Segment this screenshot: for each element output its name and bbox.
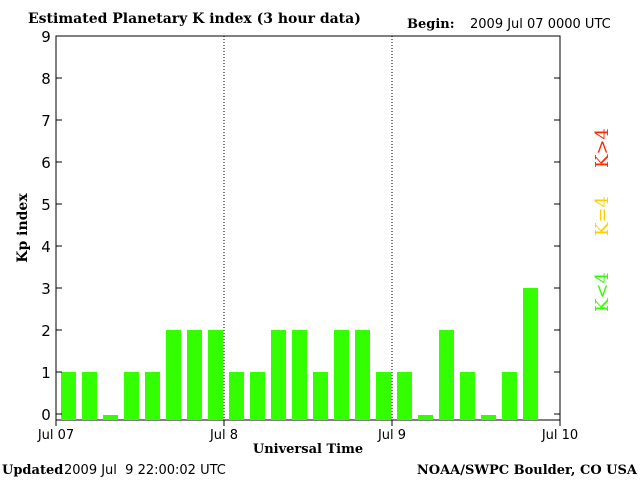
x-tick-label: Jul 8 [209, 428, 238, 443]
kp-bar [229, 372, 244, 420]
kp-bar [418, 415, 433, 420]
x-tick-label: Jul 07 [37, 428, 74, 443]
kp-bar [397, 372, 412, 420]
y-axis-ticks: 0 1 2 3 4 5 6 7 8 9 [41, 28, 560, 424]
y-tick-label: 1 [41, 364, 51, 382]
kp-bar [271, 330, 286, 420]
kp-bar [250, 372, 265, 420]
kp-bar [187, 330, 202, 420]
y-tick-label: 6 [41, 154, 51, 172]
begin-value: 2009 Jul 07 0000 UTC [470, 17, 611, 32]
legend-k-equal-4: K=4 [592, 196, 613, 236]
x-axis-ticks: Jul 07 Jul 8 Jul 9 Jul 10 [37, 420, 578, 443]
kp-bar [460, 372, 475, 420]
kp-bar [61, 372, 76, 420]
kp-bar [124, 372, 139, 420]
y-tick-label: 8 [41, 70, 51, 88]
kp-bar [313, 372, 328, 420]
kp-bar [523, 288, 538, 420]
kp-bar [292, 330, 307, 420]
kp-bar [103, 415, 118, 420]
plot-area [55, 35, 561, 421]
legend-k-less-4: K<4 [592, 272, 613, 312]
y-tick-label: 7 [41, 112, 51, 130]
data-source: NOAA/SWPC Boulder, CO USA [417, 463, 638, 478]
y-tick-label: 3 [41, 280, 51, 298]
day-separators [223, 36, 393, 420]
y-tick-label: 9 [41, 28, 51, 46]
y-tick-label: 4 [41, 238, 51, 256]
legend-k-greater-4: K>4 [592, 128, 613, 168]
kp-bar [376, 372, 391, 420]
updated-label: Updated [2, 463, 63, 478]
y-axis-label: Kp index [15, 193, 31, 263]
kp-bar [145, 372, 160, 420]
kp-bar [481, 415, 496, 420]
kp-bar [334, 330, 349, 420]
kp-bar [355, 330, 370, 420]
y-tick-label: 5 [41, 196, 51, 214]
updated-value: 2009 Jul 9 22:00:02 UTC [64, 463, 226, 478]
kp-bar [208, 330, 223, 420]
chart-title: Estimated Planetary K index (3 hour data… [28, 11, 361, 27]
y-tick-label: 0 [41, 406, 51, 424]
bar-series [61, 288, 538, 420]
kp-bar [166, 330, 181, 420]
kp-bar [502, 372, 517, 420]
x-tick-label: Jul 10 [541, 428, 578, 443]
x-axis-label: Universal Time [253, 442, 363, 457]
kp-bar [439, 330, 454, 420]
begin-label: Begin: [407, 17, 455, 32]
y-tick-label: 2 [41, 322, 51, 340]
x-tick-label: Jul 9 [377, 428, 406, 443]
kp-bar [82, 372, 97, 420]
